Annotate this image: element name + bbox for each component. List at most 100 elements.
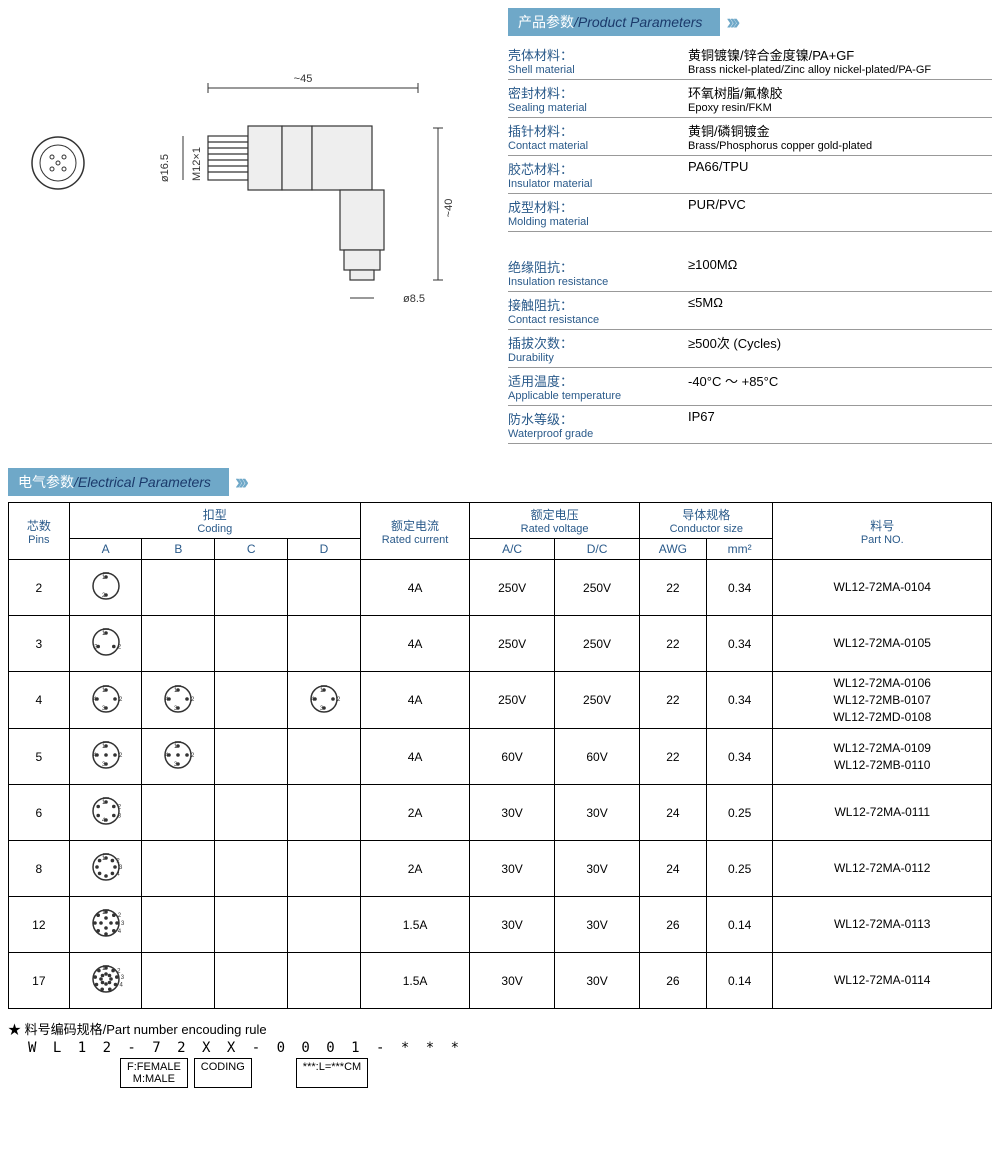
voltage-ac-cell: 60V: [470, 729, 555, 785]
voltage-dc-cell: 250V: [555, 560, 640, 616]
materials-block: 壳体材料：Shell material黄铜镀镍/锌合金度镍/PA+GFBrass…: [508, 42, 992, 232]
svg-text:2: 2: [119, 697, 123, 703]
coding-cell: [142, 841, 215, 897]
svg-text:2: 2: [117, 914, 121, 920]
svg-text:2: 2: [117, 969, 121, 975]
coding-cell: [215, 953, 288, 1009]
svg-text:3: 3: [120, 975, 124, 981]
pins-cell: 12: [9, 897, 70, 953]
param-row: 胶芯材料：Insulator materialPA66/TPU: [508, 156, 992, 194]
enc-gender: F:FEMALE M:MALE: [120, 1058, 188, 1088]
awg-cell: 26: [640, 953, 707, 1009]
encoding-rule: ★ 料号编码规格/Part number encouding rule W L …: [8, 1019, 992, 1088]
coding-cell: [288, 729, 361, 785]
coding-cell: [215, 729, 288, 785]
coding-cell: [215, 560, 288, 616]
coding-cell: 1234: [69, 785, 142, 841]
pins-cell: 5: [9, 729, 70, 785]
pins-cell: 2: [9, 560, 70, 616]
current-cell: 2A: [360, 841, 469, 897]
svg-text:2: 2: [191, 753, 195, 759]
mm2-cell: 0.14: [706, 953, 773, 1009]
pins-cell: 4: [9, 672, 70, 729]
voltage-ac-cell: 250V: [470, 560, 555, 616]
table-row: 41234123412344A250V250V220.34WL12-72MA-0…: [9, 672, 992, 729]
coding-cell: [288, 560, 361, 616]
coding-cell: 1234: [288, 672, 361, 729]
coding-cell: [142, 897, 215, 953]
voltage-dc-cell: 60V: [555, 729, 640, 785]
dim-height: ~40: [443, 199, 455, 218]
awg-cell: 24: [640, 785, 707, 841]
svg-text:2: 2: [191, 697, 195, 703]
coding-cell: 1234: [142, 672, 215, 729]
coding-cell: 1234: [69, 897, 142, 953]
param-row: 插拔次数：Durability≥500次 (Cycles): [508, 330, 992, 368]
svg-text:3: 3: [117, 814, 121, 820]
param-row: 密封材料：Sealing material环氧树脂/氟橡胶Epoxy resin…: [508, 80, 992, 118]
electrical-params-header: 电气参数/Electrical Parameters ›››: [8, 468, 992, 496]
dim-width: ~45: [294, 73, 313, 85]
coding-cell: [288, 841, 361, 897]
voltage-dc-cell: 30V: [555, 953, 640, 1009]
svg-text:2: 2: [337, 697, 341, 703]
partno-cell: WL12-72MA-0105: [773, 616, 992, 672]
coding-cell: 1234: [69, 841, 142, 897]
param-row: 壳体材料：Shell material黄铜镀镍/锌合金度镍/PA+GFBrass…: [508, 42, 992, 80]
current-cell: 4A: [360, 672, 469, 729]
param-row: 插针材料：Contact material黄铜/磷铜镀金Brass/Phosph…: [508, 118, 992, 156]
voltage-dc-cell: 250V: [555, 616, 640, 672]
coding-cell: 1234: [142, 729, 215, 785]
partno-cell: WL12-72MA-0106WL12-72MB-0107WL12-72MD-01…: [773, 672, 992, 729]
awg-cell: 22: [640, 616, 707, 672]
table-row: 1712341.5A30V30V260.14WL12-72MA-0114: [9, 953, 992, 1009]
partno-cell: WL12-72MA-0111: [773, 785, 992, 841]
param-row: 适用温度：Applicable temperature-40°C ～ +85°C: [508, 368, 992, 406]
current-cell: 4A: [360, 729, 469, 785]
param-row: 绝缘阻抗：Insulation resistance≥100MΩ: [508, 254, 992, 292]
voltage-dc-cell: 30V: [555, 841, 640, 897]
coding-cell: [215, 616, 288, 672]
enc-coding: CODING: [194, 1058, 252, 1088]
product-params-title-cn: 产品参数: [518, 14, 574, 30]
svg-text:4: 4: [117, 929, 121, 935]
mm2-cell: 0.25: [706, 785, 773, 841]
coding-cell: 1234: [69, 953, 142, 1009]
coding-cell: [288, 785, 361, 841]
partno-cell: WL12-72MA-0113: [773, 897, 992, 953]
mm2-cell: 0.25: [706, 841, 773, 897]
pins-cell: 8: [9, 841, 70, 897]
mm2-cell: 0.34: [706, 672, 773, 729]
table-row: 612342A30V30V240.25WL12-72MA-0111: [9, 785, 992, 841]
svg-text:3: 3: [119, 865, 123, 871]
param-row: 防水等级：Waterproof gradeIP67: [508, 406, 992, 444]
param-row: 成型材料：Molding materialPUR/PVC: [508, 194, 992, 232]
table-row: 812342A30V30V240.25WL12-72MA-0112: [9, 841, 992, 897]
current-cell: 1.5A: [360, 897, 469, 953]
dim-thread: M12×1: [191, 147, 203, 181]
current-cell: 4A: [360, 616, 469, 672]
svg-text:4: 4: [119, 983, 123, 989]
coding-cell: [215, 672, 288, 729]
partno-cell: WL12-72MA-0104: [773, 560, 992, 616]
coding-cell: 123: [69, 616, 142, 672]
mm2-cell: 0.14: [706, 897, 773, 953]
voltage-ac-cell: 30V: [470, 785, 555, 841]
coding-cell: [142, 785, 215, 841]
enc-length: ***:L=***CM: [296, 1058, 368, 1088]
coding-cell: [288, 897, 361, 953]
dim-cable-dia: ø8.5: [403, 293, 425, 305]
coding-cell: [288, 953, 361, 1009]
coding-cell: 1234: [69, 672, 142, 729]
coding-cell: 12: [69, 560, 142, 616]
partno-cell: WL12-72MA-0112: [773, 841, 992, 897]
awg-cell: 22: [640, 672, 707, 729]
current-cell: 2A: [360, 785, 469, 841]
voltage-ac-cell: 30V: [470, 841, 555, 897]
chevron-icon: ›››: [726, 9, 736, 35]
mm2-cell: 0.34: [706, 616, 773, 672]
svg-text:2: 2: [119, 753, 123, 759]
technical-drawing: ~45 ø16.5: [8, 8, 498, 444]
table-row: 31234A250V250V220.34WL12-72MA-0105: [9, 616, 992, 672]
voltage-ac-cell: 250V: [470, 672, 555, 729]
